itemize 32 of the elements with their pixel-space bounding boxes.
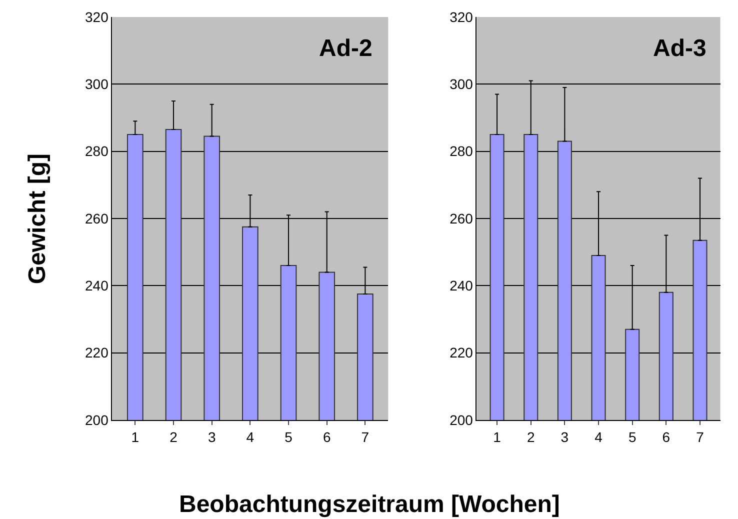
y-axis-title: Gewicht [g] (24, 153, 52, 284)
x-tick-label: 2 (170, 428, 178, 445)
y-tick-label: 300 (85, 76, 109, 92)
y-tick-label: 280 (450, 143, 474, 160)
x-tick-label: 7 (696, 428, 704, 445)
x-tick-label: 1 (493, 428, 502, 445)
y-tick-label: 240 (450, 278, 474, 294)
annotation: Ad-3 (653, 35, 706, 62)
x-axis-title: Beobachtungszeitraum [Wochen] (179, 491, 560, 518)
x-tick-label: 3 (208, 428, 216, 445)
x-tick-label: 7 (361, 428, 370, 445)
x-tick-label: 5 (628, 428, 636, 445)
y-tick-label: 240 (85, 278, 109, 294)
x-tick-label: 6 (662, 428, 670, 445)
y-tick-label: 220 (85, 344, 109, 361)
annotation: Ad-2 (319, 35, 372, 62)
y-tick-label: 300 (450, 76, 474, 92)
x-tick-label: 3 (560, 428, 569, 445)
x-tick-label: 4 (594, 428, 603, 445)
y-tick-label: 220 (450, 344, 474, 361)
y-tick-label: 320 (85, 8, 109, 25)
y-tick-label: 260 (85, 210, 109, 226)
y-tick-label: 200 (85, 412, 109, 428)
y-tick-label: 280 (85, 143, 109, 160)
x-tick-label: 2 (526, 428, 535, 445)
y-tick-label: 260 (450, 210, 474, 226)
x-tick-label: 5 (284, 428, 293, 445)
x-tick-label: 6 (322, 428, 331, 445)
y-tick-label: 200 (450, 412, 474, 428)
y-tick-label: 320 (450, 8, 474, 25)
x-tick-label: 4 (246, 428, 254, 445)
x-tick-label: 1 (131, 428, 140, 445)
